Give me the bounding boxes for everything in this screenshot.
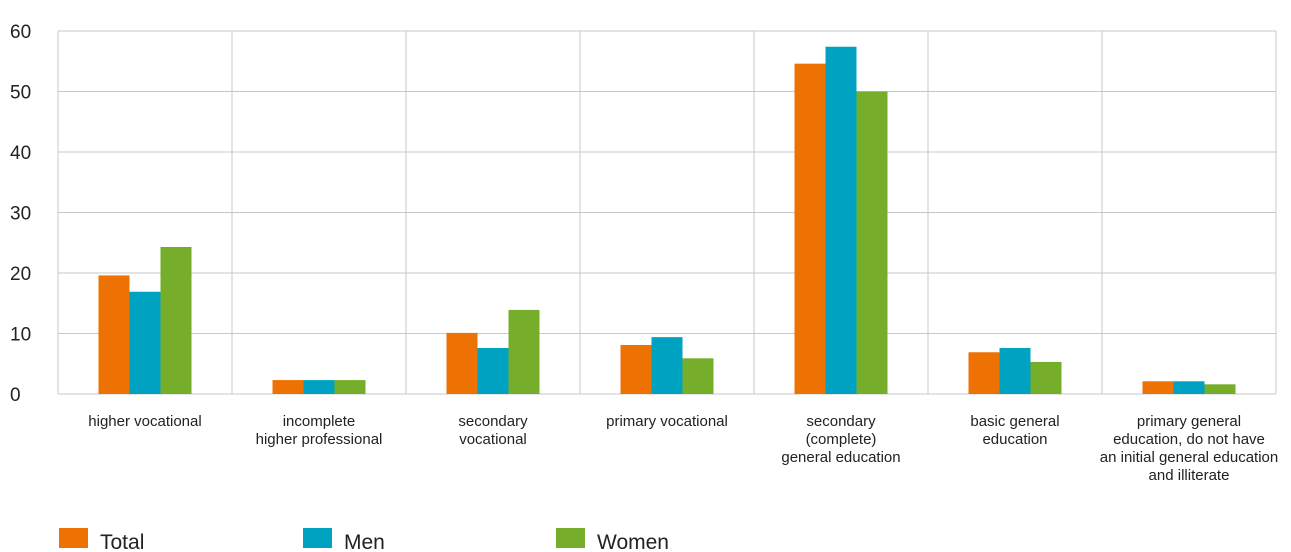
legend-swatch-women — [556, 528, 585, 548]
legend: Total Men Women — [59, 528, 669, 552]
x-category-label: higher vocational — [88, 413, 201, 430]
bar-total-0 — [98, 275, 130, 394]
legend-swatch-total — [59, 528, 88, 548]
bar-men-0 — [129, 291, 161, 394]
x-category-label: general education — [781, 449, 900, 466]
x-category-label: and illiterate — [1149, 467, 1230, 484]
x-category-label: education, do not have — [1113, 431, 1265, 448]
bar-men-4 — [825, 46, 857, 394]
grid-layer — [57, 30, 1277, 395]
legend-swatch-men — [303, 528, 332, 548]
bar-women-4 — [856, 91, 888, 394]
x-category-label: secondary — [458, 413, 528, 430]
bar-men-1 — [303, 380, 335, 394]
legend-label-women: Women — [597, 531, 669, 552]
bar-total-6 — [1142, 381, 1174, 394]
y-axis-tick-labels: 0 10 20 30 40 50 60 — [10, 22, 31, 406]
legend-label-men: Men — [344, 531, 385, 552]
x-category-label: primary vocational — [606, 413, 728, 430]
x-category-label: an initial general education — [1100, 449, 1278, 466]
bar-women-2 — [508, 309, 540, 394]
bar-women-6 — [1204, 384, 1236, 394]
x-category-label: basic general — [970, 413, 1059, 430]
y-tick-label: 40 — [10, 143, 31, 164]
y-tick-label: 0 — [10, 385, 21, 406]
y-tick-label: 50 — [10, 83, 31, 104]
legend-label-total: Total — [100, 531, 144, 552]
bar-women-5 — [1030, 361, 1062, 394]
bar-men-3 — [651, 337, 683, 394]
bar-men-6 — [1173, 381, 1205, 394]
bar-total-1 — [272, 380, 304, 394]
x-category-label: primary general — [1137, 413, 1241, 430]
bar-women-0 — [160, 246, 192, 394]
bar-men-2 — [477, 348, 509, 394]
bar-women-1 — [334, 380, 366, 394]
x-category-label: incomplete — [283, 413, 356, 430]
y-tick-label: 60 — [10, 22, 31, 43]
bar-total-5 — [968, 352, 1000, 394]
bar-men-5 — [999, 348, 1031, 394]
y-tick-label: 20 — [10, 264, 31, 285]
x-category-label: education — [982, 431, 1047, 448]
bar-total-3 — [620, 344, 652, 394]
x-category-label: (complete) — [806, 431, 877, 448]
bar-women-3 — [682, 358, 714, 394]
x-category-label: secondary — [806, 413, 876, 430]
x-category-label: higher professional — [256, 431, 383, 448]
bar-total-4 — [794, 63, 826, 395]
y-tick-label: 10 — [10, 325, 31, 346]
bars — [98, 46, 1236, 395]
y-tick-label: 30 — [10, 204, 31, 225]
x-category-label: vocational — [459, 431, 527, 448]
bar-total-2 — [446, 332, 478, 394]
